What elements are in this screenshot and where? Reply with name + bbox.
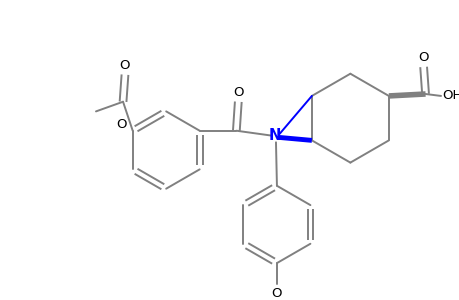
Text: O: O bbox=[418, 51, 428, 64]
Text: O: O bbox=[271, 287, 281, 300]
Text: N: N bbox=[268, 128, 280, 143]
Text: O: O bbox=[119, 58, 130, 71]
Text: OH: OH bbox=[442, 89, 459, 102]
Text: O: O bbox=[233, 85, 243, 99]
Text: O: O bbox=[116, 118, 126, 131]
